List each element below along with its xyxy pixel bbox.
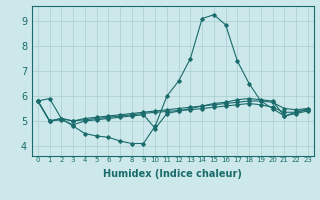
X-axis label: Humidex (Indice chaleur): Humidex (Indice chaleur)	[103, 169, 242, 179]
